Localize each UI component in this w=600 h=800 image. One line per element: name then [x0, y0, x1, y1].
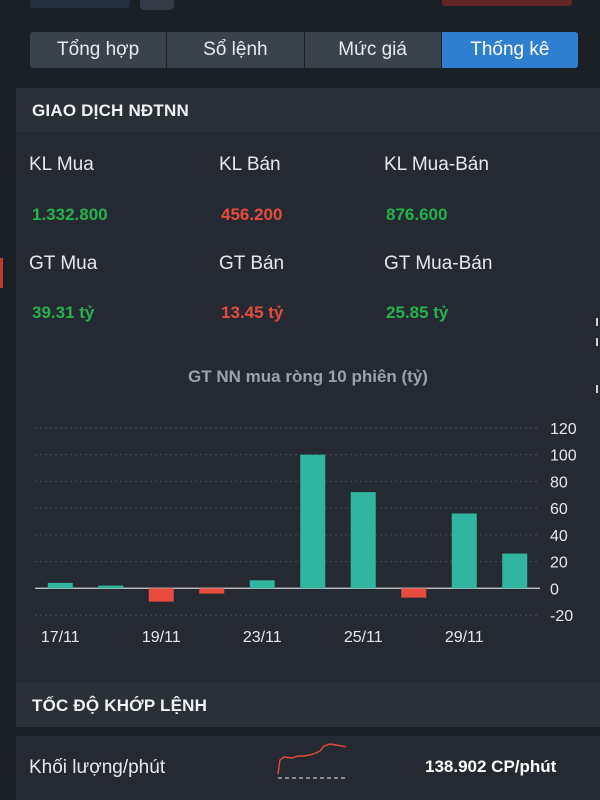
x-tick-label: 19/11 [142, 629, 181, 646]
statistics-panel [16, 132, 600, 692]
volume-per-minute-label: Khối lượng/phút [29, 757, 166, 778]
top-bar [0, 0, 600, 22]
bar-26-11 [401, 588, 427, 598]
chart-title: GT NN mua ròng 10 phiên (tỷ) [188, 367, 428, 386]
y-tick-label: 60 [550, 501, 568, 518]
match-speed-panel [16, 736, 600, 800]
scroll-tick [596, 385, 598, 393]
foreign-trading-title: GIAO DỊCH NĐTNN [32, 101, 189, 120]
x-tick-label: 23/11 [243, 629, 282, 646]
y-tick-label: 100 [550, 448, 577, 465]
scroll-tick [596, 318, 598, 326]
bar-24-11 [300, 454, 326, 589]
chart-x-ticks: 17/11 19/11 23/11 25/11 29/11 [41, 629, 484, 646]
chart-bars [47, 454, 528, 602]
net-buy-bar-chart: 120 100 80 60 40 20 0 -20 17/11 19/11 23/11 25/11 2… [35, 421, 577, 646]
x-tick-label: 25/11 [344, 629, 383, 646]
tab-bar: Tổng hợp Sổ lệnh Mức giá Thống kê [30, 32, 578, 68]
y-tick-label: -20 [550, 608, 573, 625]
scroll-tick [596, 338, 598, 346]
bar-18-11 [98, 585, 124, 589]
y-tick-label: 80 [550, 474, 568, 491]
y-tick-label: 40 [550, 528, 568, 545]
bar-17-11 [47, 582, 73, 589]
tab-price-levels[interactable]: Mức giá [304, 32, 442, 68]
y-tick-label: 0 [550, 581, 559, 598]
symbol-stub [30, 0, 130, 8]
edge-marker [0, 258, 3, 288]
gt-sell-value: 13.45 tỷ [221, 303, 284, 322]
kl-sell-label: KL Bán [219, 154, 281, 175]
price-change-stub [442, 0, 572, 6]
bar-29-11 [451, 513, 477, 589]
gt-buy-label: GT Mua [29, 253, 98, 274]
bar-23-11 [249, 580, 275, 589]
match-speed-title: TỐC ĐỘ KHỚP LỆNH [32, 696, 208, 715]
dropdown-button[interactable] [140, 0, 174, 10]
bar-25-11 [350, 492, 376, 589]
kl-net-label: KL Mua-Bán [384, 154, 489, 175]
chart-y-ticks: 120 100 80 60 40 20 0 -20 [550, 421, 577, 625]
gt-sell-label: GT Bán [219, 253, 285, 274]
foreign-trading-header: GIAO DỊCH NĐTNN [16, 88, 600, 132]
speed-sparkline [277, 743, 347, 779]
gt-buy-value: 39.31 tỷ [32, 303, 95, 322]
x-tick-label: 29/11 [445, 629, 484, 646]
kl-net-value: 876.600 [386, 205, 448, 224]
bar-19-11 [148, 588, 174, 602]
tab-summary[interactable]: Tổng hợp [30, 32, 168, 68]
kl-sell-value: 456.200 [221, 205, 283, 224]
bar-22-11 [199, 588, 225, 594]
tab-statistics[interactable]: Thống kê [441, 32, 578, 68]
y-tick-label: 20 [550, 555, 568, 572]
kl-buy-value: 1.332.800 [32, 205, 108, 224]
x-tick-label: 17/11 [41, 629, 80, 646]
bar-30-11 [502, 553, 528, 589]
tab-order-book[interactable]: Sổ lệnh [167, 32, 305, 68]
y-tick-label: 120 [550, 421, 577, 438]
volume-per-minute-value: 138.902 CP/phút [425, 757, 557, 776]
match-speed-header: TỐC ĐỘ KHỚP LỆNH [16, 683, 600, 727]
kl-buy-label: KL Mua [29, 154, 94, 175]
gt-net-label: GT Mua-Bán [384, 253, 493, 274]
gt-net-value: 25.85 tỷ [386, 303, 449, 322]
